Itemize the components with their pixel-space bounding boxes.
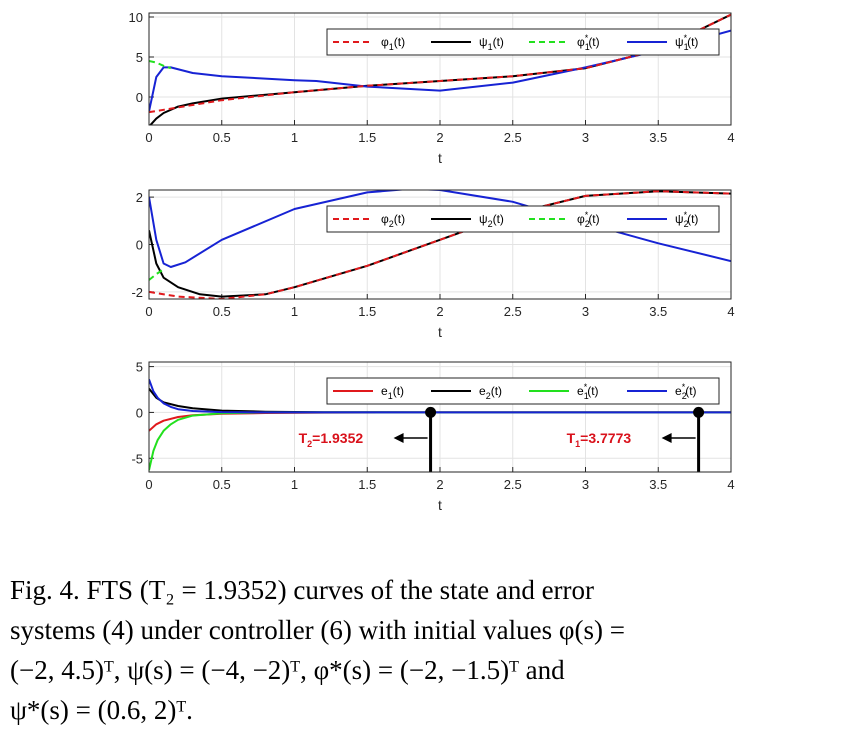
caption-line-3: (−2, 4.5)ᵀ, ψ(s) = (−4, −2)ᵀ, φ*(s) = (−… xyxy=(10,655,565,685)
caption-line-4: ψ*(s) = (0.6, 2)ᵀ. xyxy=(10,695,193,725)
figure-caption: Fig. 4. FTS (T₂ = 1.9352) curves of the … xyxy=(10,570,846,730)
legend: φ1(t) ψ1(t) φ1*(t) ψ1*(t) xyxy=(327,29,719,55)
x-tick-label: 3 xyxy=(582,130,589,145)
x-tick-label: 4 xyxy=(727,130,734,145)
x-tick-label: 4 xyxy=(727,477,734,492)
x-tick-label: 0 xyxy=(145,477,152,492)
x-axis-label: t xyxy=(438,324,442,340)
x-tick-label: 0 xyxy=(145,130,152,145)
x-tick-label: 3.5 xyxy=(649,477,667,492)
y-tick-label: 5 xyxy=(136,360,143,375)
x-tick-label: 4 xyxy=(727,304,734,319)
legend: e1(t) e2(t) e1*(t) e2*(t) xyxy=(327,378,719,404)
x-tick-label: 2.5 xyxy=(504,130,522,145)
x-tick-label: 3 xyxy=(582,304,589,319)
x-tick-label: 1 xyxy=(291,130,298,145)
x-axis-label: t xyxy=(438,150,442,166)
x-tick-label: 1.5 xyxy=(358,477,376,492)
annotation-marker-dot xyxy=(693,407,704,418)
y-tick-label: 5 xyxy=(136,50,143,65)
y-tick-label: -5 xyxy=(131,451,143,466)
y-tick-label: 0 xyxy=(136,238,143,253)
x-tick-label: 2.5 xyxy=(504,477,522,492)
x-tick-label: 0.5 xyxy=(213,130,231,145)
y-tick-label: 0 xyxy=(136,405,143,420)
y-tick-label: -2 xyxy=(131,285,143,300)
caption-line-1: Fig. 4. FTS (T₂ = 1.9352) curves of the … xyxy=(10,575,594,605)
y-tick-label: 2 xyxy=(136,190,143,205)
x-tick-label: 0.5 xyxy=(213,304,231,319)
caption-line-2: systems (4) under controller (6) with in… xyxy=(10,615,625,645)
y-tick-label: 10 xyxy=(129,10,143,25)
x-tick-label: 1.5 xyxy=(358,130,376,145)
x-tick-label: 0 xyxy=(145,304,152,319)
chart-panel-3: 0 0.5 1 1.5 2 2.5 3 3.5 450-5T2=1.9352 T1=3.7773t… xyxy=(131,360,734,513)
legend: φ2(t) ψ2(t) φ2*(t) ψ2*(t) xyxy=(327,206,719,232)
x-axis-label: t xyxy=(438,497,442,513)
chart-panel-1: 0 0.5 1 1.5 2 2.5 3 3.5 4 10 5 0 t φ1(t) ψ1(t) φ1*(t) ψ1… xyxy=(129,10,735,166)
x-tick-label: 0.5 xyxy=(213,477,231,492)
annotation-marker-dot xyxy=(425,407,436,418)
x-tick-label: 3.5 xyxy=(649,130,667,145)
y-tick-label: 0 xyxy=(136,90,143,105)
x-tick-label: 2 xyxy=(436,304,443,319)
x-tick-label: 1 xyxy=(291,477,298,492)
x-tick-label: 3.5 xyxy=(649,304,667,319)
x-tick-label: 3 xyxy=(582,477,589,492)
x-tick-label: 2.5 xyxy=(504,304,522,319)
x-tick-label: 1.5 xyxy=(358,304,376,319)
x-tick-label: 2 xyxy=(436,477,443,492)
x-tick-label: 1 xyxy=(291,304,298,319)
x-tick-label: 2 xyxy=(436,130,443,145)
